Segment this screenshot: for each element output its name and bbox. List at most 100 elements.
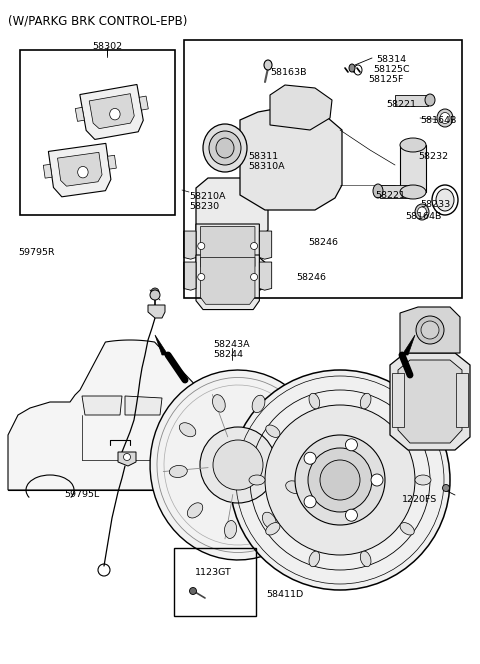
Ellipse shape xyxy=(360,393,371,409)
Bar xyxy=(184,40,462,298)
Polygon shape xyxy=(89,94,134,129)
Text: 58164B: 58164B xyxy=(405,212,442,221)
Text: 59795R: 59795R xyxy=(18,248,55,257)
Polygon shape xyxy=(196,178,268,290)
Polygon shape xyxy=(184,262,196,290)
Ellipse shape xyxy=(78,167,88,178)
Ellipse shape xyxy=(169,465,187,477)
Polygon shape xyxy=(148,305,165,318)
Ellipse shape xyxy=(421,321,439,339)
Circle shape xyxy=(371,474,383,486)
Ellipse shape xyxy=(216,138,234,158)
Text: 58232: 58232 xyxy=(418,152,448,161)
Circle shape xyxy=(304,496,316,508)
Text: 58243A
58244: 58243A 58244 xyxy=(214,340,250,359)
Ellipse shape xyxy=(416,316,444,344)
Circle shape xyxy=(230,370,450,590)
Bar xyxy=(174,548,256,616)
Ellipse shape xyxy=(400,185,426,199)
Circle shape xyxy=(198,274,205,280)
Polygon shape xyxy=(402,335,415,355)
Polygon shape xyxy=(48,143,111,197)
Polygon shape xyxy=(184,231,196,259)
Ellipse shape xyxy=(187,503,203,518)
Text: 58125F: 58125F xyxy=(368,75,403,84)
Text: 58411D: 58411D xyxy=(266,590,304,599)
Polygon shape xyxy=(125,396,162,415)
Ellipse shape xyxy=(400,425,414,438)
Circle shape xyxy=(265,405,415,555)
Polygon shape xyxy=(240,108,342,210)
Polygon shape xyxy=(201,226,255,274)
Ellipse shape xyxy=(252,395,265,412)
Text: 1123GT: 1123GT xyxy=(194,568,231,577)
Circle shape xyxy=(251,274,258,280)
Text: 58233: 58233 xyxy=(420,200,450,209)
Ellipse shape xyxy=(360,551,371,566)
Ellipse shape xyxy=(309,551,320,566)
Polygon shape xyxy=(43,164,52,178)
Text: 58221: 58221 xyxy=(386,100,416,109)
Ellipse shape xyxy=(266,523,280,535)
Text: 58311
58310A: 58311 58310A xyxy=(248,152,285,171)
Polygon shape xyxy=(155,335,168,355)
Ellipse shape xyxy=(225,521,237,539)
Text: 1220FS: 1220FS xyxy=(402,495,437,504)
Ellipse shape xyxy=(249,475,265,485)
Text: 58246: 58246 xyxy=(308,238,338,247)
Circle shape xyxy=(443,485,449,491)
Polygon shape xyxy=(400,307,460,353)
Ellipse shape xyxy=(415,204,429,220)
Circle shape xyxy=(304,452,316,464)
Polygon shape xyxy=(392,373,404,427)
Ellipse shape xyxy=(425,94,435,106)
Circle shape xyxy=(295,435,385,525)
Polygon shape xyxy=(82,396,122,415)
Circle shape xyxy=(190,588,196,594)
Polygon shape xyxy=(150,370,326,560)
Text: 59795L: 59795L xyxy=(64,490,99,499)
Ellipse shape xyxy=(400,523,414,535)
Polygon shape xyxy=(80,84,143,139)
Text: 58246: 58246 xyxy=(296,273,326,282)
Circle shape xyxy=(213,440,263,490)
Ellipse shape xyxy=(418,207,427,217)
Polygon shape xyxy=(390,353,470,450)
Ellipse shape xyxy=(373,184,383,198)
Ellipse shape xyxy=(266,425,280,438)
Circle shape xyxy=(346,439,358,451)
Text: 58164B: 58164B xyxy=(420,116,456,125)
Bar xyxy=(20,50,175,215)
Polygon shape xyxy=(270,85,332,130)
Text: 58163B: 58163B xyxy=(270,68,307,77)
Polygon shape xyxy=(196,255,259,309)
Ellipse shape xyxy=(309,393,320,409)
Polygon shape xyxy=(75,108,84,122)
Polygon shape xyxy=(395,95,428,106)
Polygon shape xyxy=(380,185,412,198)
Ellipse shape xyxy=(203,124,247,172)
Ellipse shape xyxy=(349,64,355,72)
Polygon shape xyxy=(8,340,248,490)
Ellipse shape xyxy=(400,138,426,152)
Ellipse shape xyxy=(440,112,450,124)
Polygon shape xyxy=(400,145,426,192)
Polygon shape xyxy=(196,224,259,279)
Ellipse shape xyxy=(209,131,241,165)
Text: 58210A
58230: 58210A 58230 xyxy=(189,192,226,211)
Circle shape xyxy=(151,288,159,296)
Text: 58302: 58302 xyxy=(92,42,122,51)
Polygon shape xyxy=(201,258,255,304)
Ellipse shape xyxy=(109,108,120,120)
Ellipse shape xyxy=(264,60,272,70)
Ellipse shape xyxy=(415,475,431,485)
Ellipse shape xyxy=(263,512,276,529)
Circle shape xyxy=(150,290,160,300)
Circle shape xyxy=(346,509,358,521)
Polygon shape xyxy=(139,96,148,110)
Circle shape xyxy=(251,242,258,250)
Circle shape xyxy=(198,242,205,250)
Ellipse shape xyxy=(286,481,303,493)
Circle shape xyxy=(320,460,360,500)
Circle shape xyxy=(123,454,131,461)
